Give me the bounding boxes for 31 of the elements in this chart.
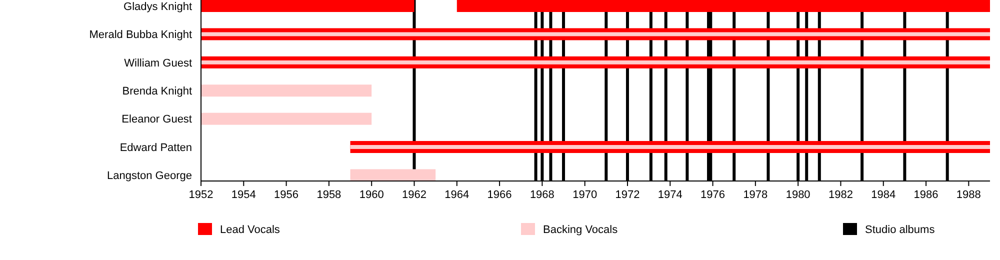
y-tick-label: William Guest	[124, 57, 192, 70]
y-tick-label: Edward Patten	[120, 142, 192, 154]
y-tick-label: Langston George	[106, 170, 192, 182]
x-tick-label: 1980	[786, 189, 810, 201]
bar	[456, 0, 990, 12]
x-tick-label: 1966	[487, 189, 512, 201]
x-tick-label: 1978	[743, 189, 768, 201]
x-tick-label: 1986	[914, 189, 938, 201]
legend-label: Backing Vocals	[543, 224, 618, 236]
x-tick-label: 1968	[530, 189, 554, 201]
x-tick-label: 1952	[188, 189, 214, 201]
x-tick-label: 1976	[700, 189, 726, 201]
x-tick-label: 1954	[231, 189, 256, 201]
legend-label: Lead Vocals	[220, 224, 280, 236]
y-tick-label: Brenda Knight	[122, 85, 192, 98]
y-tick-label: Gladys Knight	[124, 0, 192, 13]
x-tick-label: 1960	[359, 189, 384, 201]
x-tick-label: 1962	[402, 189, 426, 201]
x-tick-label: 1982	[828, 189, 853, 201]
y-tick-label: Eleanor Guest	[122, 114, 192, 126]
y-tick-label: Merald Bubba Knight	[89, 29, 192, 42]
x-tick-label: 1974	[658, 189, 682, 201]
bar	[201, 0, 414, 12]
x-tick-label: 1972	[615, 189, 640, 201]
x-tick-label: 1988	[956, 189, 981, 201]
x-tick-label: 1970	[572, 189, 598, 201]
x-tick-label: 1964	[444, 189, 470, 201]
x-tick-label: 1984	[871, 189, 896, 201]
x-tick-label: 1958	[316, 189, 342, 201]
x-tick-label: 1956	[274, 189, 299, 201]
legend-label: Studio albums	[865, 224, 936, 236]
